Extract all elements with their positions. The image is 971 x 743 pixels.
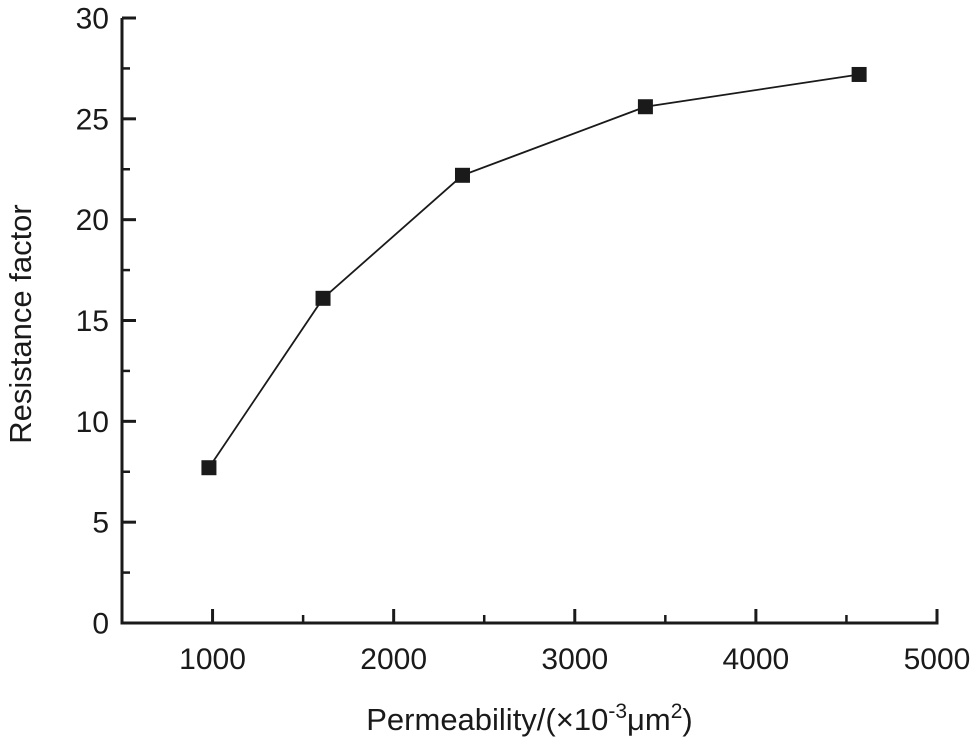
data-point-marker bbox=[201, 460, 217, 476]
x-tick-label: 1000 bbox=[179, 643, 246, 676]
x-tick-label: 3000 bbox=[541, 643, 608, 676]
data-point-marker bbox=[454, 167, 470, 183]
x-axis-title: Permeability/(×10-3μm2) bbox=[366, 700, 692, 737]
x-tick-label: 5000 bbox=[904, 643, 971, 676]
y-tick-label: 25 bbox=[76, 103, 109, 136]
y-tick-label: 5 bbox=[92, 507, 109, 540]
data-point-marker bbox=[851, 66, 867, 82]
x-tick-label: 4000 bbox=[723, 643, 790, 676]
data-point-marker bbox=[637, 99, 653, 115]
x-tick-label: 2000 bbox=[360, 643, 427, 676]
y-tick-label: 20 bbox=[76, 204, 109, 237]
y-tick-label: 30 bbox=[76, 3, 109, 36]
y-axis-title: Resistance factor bbox=[3, 204, 38, 444]
data-point-marker bbox=[315, 290, 331, 306]
y-tick-label: 15 bbox=[76, 305, 109, 338]
y-tick-label: 10 bbox=[76, 406, 109, 439]
y-tick-label: 0 bbox=[92, 608, 109, 641]
